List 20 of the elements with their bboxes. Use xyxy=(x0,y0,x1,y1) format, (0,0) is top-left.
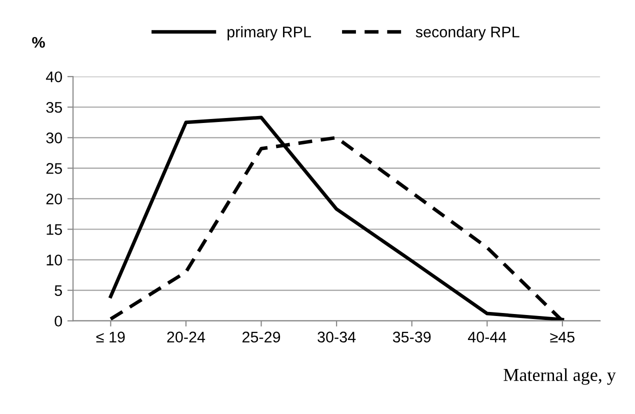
y-tick-label: 40 xyxy=(46,71,62,82)
legend-label: secondary RPL xyxy=(416,26,520,40)
x-tick-label: ≤ 19 xyxy=(96,332,125,342)
x-tick-label: 35-39 xyxy=(392,332,431,342)
legend-label: primary RPL xyxy=(228,26,311,40)
x-tick-label: 30-34 xyxy=(318,332,356,342)
y-tick-label: 15 xyxy=(46,224,62,235)
x-tick-label: ≥45 xyxy=(550,332,574,342)
y-axis-title: % xyxy=(32,36,45,48)
y-tick-label: 35 xyxy=(46,102,62,113)
y-tick-label: 30 xyxy=(46,132,62,144)
y-tick-label: 5 xyxy=(54,285,62,296)
y-tick-label: 10 xyxy=(46,254,62,266)
x-axis-title: Maternal age, y xyxy=(504,368,616,385)
x-tick-label: 40-44 xyxy=(468,332,506,342)
y-tick-label: 20 xyxy=(46,194,62,204)
x-tick-label: 20-24 xyxy=(167,332,206,342)
y-tick-label: 25 xyxy=(46,163,62,174)
y-tick-label: 0 xyxy=(54,316,62,327)
x-tick-label: 25-29 xyxy=(242,332,280,342)
